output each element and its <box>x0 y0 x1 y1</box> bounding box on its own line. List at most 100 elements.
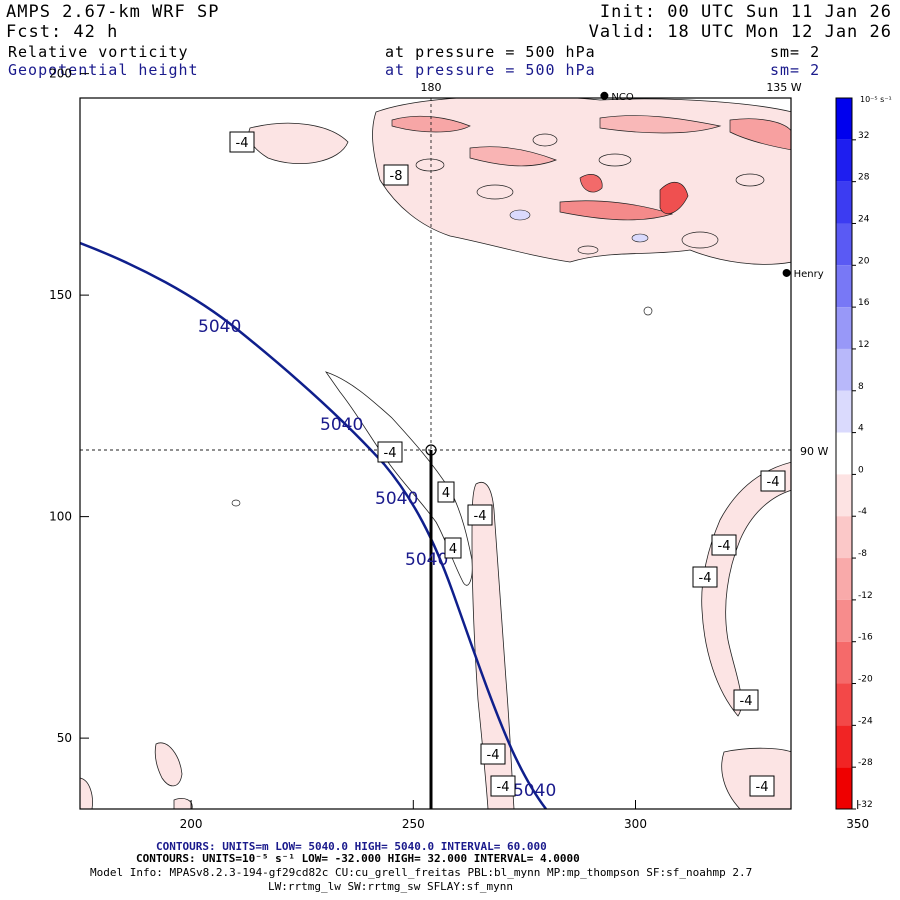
colorbar-segment <box>836 516 852 559</box>
colorbar-label: 16 <box>858 298 870 308</box>
vorticity-core <box>469 146 557 167</box>
vorticity-label: -4 <box>756 780 769 795</box>
field1-smooth: sm= 2 <box>770 43 821 61</box>
init-time: Init: 00 UTC Sun 11 Jan 26 <box>599 2 892 22</box>
y-tick-label: 100 <box>49 510 72 524</box>
vorticity-contour <box>598 153 632 167</box>
colorbar-segment <box>836 641 852 684</box>
vorticity-region <box>248 122 349 165</box>
forecast-hour: Fcst: 42 h <box>6 22 119 42</box>
vorticity-region <box>80 777 93 809</box>
vorticity-label: -4 <box>699 571 712 586</box>
vorticity-contour <box>735 173 765 187</box>
colorbar-segment <box>836 683 852 726</box>
vorticity-contour <box>681 231 719 249</box>
colorbar-label: 28 <box>858 173 870 183</box>
vorticity-label-box <box>692 566 718 588</box>
x-axis: 200250300350400450 <box>180 800 869 831</box>
valid-time: Valid: 18 UTC Mon 12 Jan 26 <box>588 22 892 42</box>
vorticity-contour <box>476 184 514 200</box>
vorticity-positive-cell <box>631 233 649 243</box>
colorbar-label: -16 <box>858 633 873 643</box>
vorticity-contour <box>643 306 653 316</box>
colorbar-segment <box>836 558 852 600</box>
vorticity-label: -4 <box>487 748 500 763</box>
lon-label-90w: 90 W <box>800 445 828 458</box>
vorticity-region <box>173 798 193 809</box>
colorbar-segment <box>836 223 852 266</box>
colorbar-unit: 10⁻⁵ s⁻¹ <box>860 95 892 104</box>
y-axis: 35030025020015010050 <box>49 67 89 745</box>
vorticity-core <box>659 182 689 215</box>
x-tick-label: 250 <box>402 817 425 831</box>
colorbar-label: -24 <box>858 716 873 726</box>
colorbar-label: 0 <box>858 465 864 475</box>
vorticity-label-box <box>480 743 506 765</box>
colorbar-segment <box>836 767 852 809</box>
height-contour-label: 5040 <box>375 489 418 509</box>
colorbar-segment <box>836 98 852 140</box>
vorticity-contour-info: CONTOURS: UNITS=10⁻⁵ s⁻¹ LOW= -32.000 HI… <box>136 852 580 865</box>
height-contour-5040 <box>80 241 547 809</box>
station-marker <box>782 268 791 277</box>
field1-name: Relative vorticity <box>8 43 189 61</box>
colorbar-segment <box>836 181 852 224</box>
vorticity-band-east <box>701 461 791 717</box>
vorticity-label-box <box>383 164 409 186</box>
vorticity-label: -4 <box>740 694 753 709</box>
station-marker <box>600 91 609 100</box>
station-label: NCO <box>611 92 633 103</box>
model-info-physics: LW:rrtmg_lw SW:rrtmg_sw SFLAY:sf_mynn <box>268 880 514 893</box>
height-contour-label: 5040 <box>320 415 363 435</box>
station-label: Henry <box>794 269 824 280</box>
vorticity-region <box>154 742 183 787</box>
vorticity-core <box>579 174 603 193</box>
y-tick-label: 200 <box>49 67 72 81</box>
colorbar-segment <box>836 599 852 642</box>
vorticity-label: -4 <box>384 446 397 461</box>
colorbar-label: 4 <box>858 424 864 434</box>
vorticity-core <box>559 200 674 221</box>
lon-label-135w: 135 W <box>766 81 801 94</box>
height-contour-label: 5040 <box>198 317 241 337</box>
vorticity-field <box>80 98 791 809</box>
colorbar-segment <box>836 265 852 308</box>
field2-level: at pressure = 500 hPa <box>385 61 596 79</box>
model-title: AMPS 2.67-km WRF SP <box>6 2 220 22</box>
vorticity-label: -4 <box>767 475 780 490</box>
colorbar-segment <box>836 725 852 768</box>
colorbar-frame <box>835 97 853 810</box>
vorticity-contour <box>415 158 445 172</box>
plot-frame <box>79 97 792 810</box>
vorticity-label: 4 <box>449 542 457 557</box>
colorbar-label: -4 <box>858 507 867 517</box>
vorticity-label-box <box>733 689 759 711</box>
colorbar-segment <box>836 139 852 182</box>
colorbar-segment <box>836 307 852 349</box>
colorbar-label: -8 <box>858 549 867 559</box>
vorticity-contour <box>231 499 241 507</box>
x-tick-label: 350 <box>846 817 869 831</box>
vorticity-contour <box>577 245 599 255</box>
vorticity-label-box <box>490 775 516 797</box>
height-contour-label: 5040 <box>405 550 448 570</box>
colorbar-label: 8 <box>858 382 864 392</box>
vorticity-label-box <box>467 504 493 526</box>
colorbar-segment <box>836 348 852 391</box>
colorbar-label: -28 <box>858 758 873 768</box>
vorticity-label-box <box>760 470 786 492</box>
y-tick-label: 50 <box>57 731 72 745</box>
colorbar-label: 20 <box>858 256 870 266</box>
colorbar: 32 28 24 20 16 12 8 4 0 -4 -8 -12 -16 -20 -24 -28 -32 <box>835 97 873 810</box>
vorticity-positive-cell <box>509 209 531 221</box>
colorbar-label: 12 <box>858 340 869 350</box>
colorbar-label: 24 <box>858 214 870 224</box>
vorticity-core <box>599 115 722 134</box>
vorticity-contour <box>532 133 558 147</box>
colorbar-label: -32 <box>858 800 873 810</box>
vorticity-label: -4 <box>497 780 510 795</box>
x-tick-label: 300 <box>624 817 647 831</box>
vorticity-label-box <box>377 441 403 463</box>
vorticity-label: -4 <box>236 136 249 151</box>
field1-level: at pressure = 500 hPa <box>385 43 596 61</box>
